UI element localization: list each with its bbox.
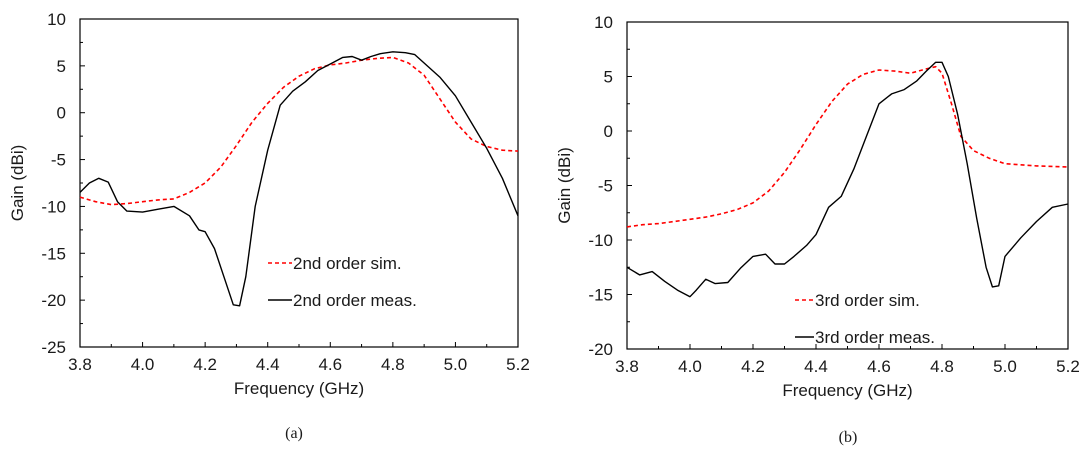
y-tick-label: -15	[588, 286, 613, 305]
y-tick-label: 0	[604, 122, 613, 141]
x-tick-label: 4.2	[741, 357, 765, 376]
y-tick-label: -5	[51, 151, 66, 170]
x-tick-label: 5.2	[506, 355, 530, 374]
x-tick-label: 4.6	[318, 355, 342, 374]
legend-label: 2nd order meas.	[293, 291, 417, 310]
x-tick-label: 4.4	[256, 355, 280, 374]
y-tick-label: 5	[57, 57, 66, 76]
x-axis-title: Frequency (GHz)	[234, 379, 364, 398]
legend-label: 3rd order sim.	[815, 291, 920, 310]
x-tick-label: 4.0	[131, 355, 155, 374]
x-tick-label: 3.8	[68, 355, 92, 374]
chart-panel-b: 3.8 4.0 4.2 4.4 4.6 4.8 5.0 5.2 10 5 0 -5 -10 -15 -20 F…	[555, 13, 1080, 446]
x-tick-label: 5.0	[993, 357, 1017, 376]
series-line-sim	[79, 56, 519, 206]
y-tick-label: 10	[47, 10, 66, 29]
x-tick-label: 4.6	[867, 357, 891, 376]
series-line-meas	[626, 61, 1069, 298]
y-axis-title: Gain (dBi)	[8, 145, 27, 222]
y-tick-label: -20	[41, 291, 66, 310]
y-axis-title: Gain (dBi)	[555, 147, 574, 224]
x-axis-title: Frequency (GHz)	[782, 381, 912, 400]
y-tick-label: -5	[598, 177, 613, 196]
x-tick-label: 3.8	[615, 357, 639, 376]
x-tick-label: 4.8	[381, 355, 405, 374]
chart-panel-a: 3.8 4.0 4.2 4.4 4.6 4.8 5.0 5.2 10 5 0 -5 -10 -15 -20 -…	[8, 10, 530, 442]
panel-caption: (a)	[285, 425, 303, 442]
series-line-sim	[626, 65, 1069, 228]
y-tick-label: 5	[604, 68, 613, 87]
x-tick-label: 5.2	[1056, 357, 1080, 376]
series-line-meas	[79, 51, 519, 307]
x-tick-label: 5.0	[444, 355, 468, 374]
x-tick-label: 4.0	[678, 357, 702, 376]
y-tick-label: -10	[41, 197, 66, 216]
panel-caption: (b)	[839, 429, 858, 446]
y-tick-label: 0	[57, 104, 66, 123]
x-tick-label: 4.8	[930, 357, 954, 376]
y-tick-label: 10	[594, 13, 613, 32]
y-tick-label: -15	[41, 244, 66, 263]
legend-label: 3rd order meas.	[815, 328, 935, 347]
x-tick-label: 4.4	[804, 357, 828, 376]
legend-label: 2nd order sim.	[293, 254, 402, 273]
x-tick-label: 4.2	[193, 355, 217, 374]
y-tick-label: -20	[588, 340, 613, 359]
y-tick-label: -25	[41, 338, 66, 357]
y-tick-label: -10	[588, 231, 613, 250]
